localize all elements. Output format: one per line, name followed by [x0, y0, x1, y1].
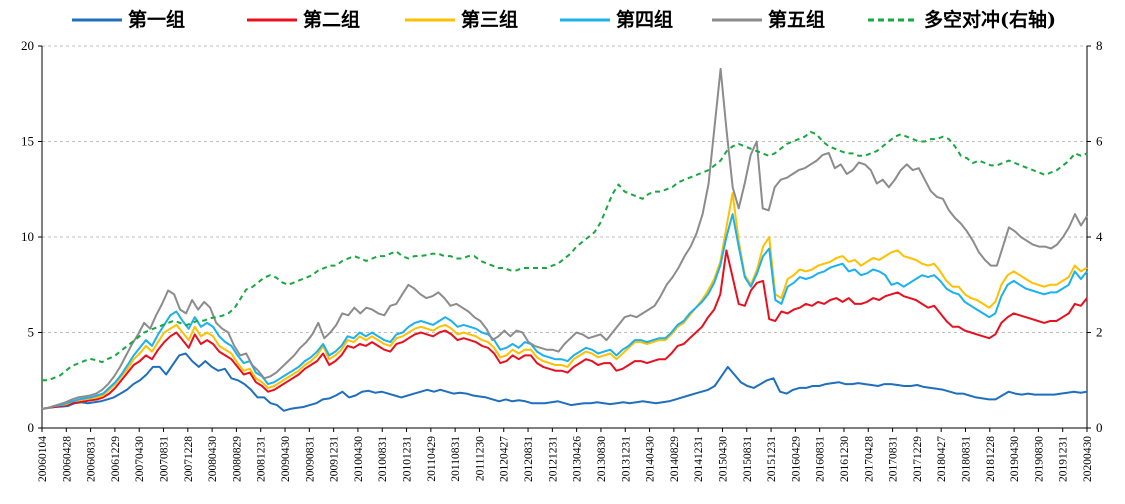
- x-tick-label: 20061229: [110, 436, 122, 482]
- y-left-tick-label: 5: [28, 325, 35, 340]
- x-tick-label: 20150831: [742, 436, 754, 482]
- series-line-6: [42, 130, 1088, 382]
- x-tick-label: 20060831: [86, 436, 98, 482]
- legend-label-2: 第二组: [303, 8, 360, 31]
- x-tick-label: 20060428: [61, 436, 73, 482]
- series-line-1: [41, 352, 1088, 412]
- x-tick-label: 20091231: [329, 436, 341, 482]
- x-tick-label: 20081231: [256, 436, 268, 482]
- series-line-4: [41, 213, 1088, 410]
- y-right-tick-label: 8: [1096, 38, 1103, 53]
- y-right-tick-label: 6: [1096, 134, 1103, 149]
- x-tick-label: 20121231: [547, 436, 559, 482]
- y-right-tick-label: 0: [1096, 420, 1103, 435]
- gridlines: [42, 45, 1087, 333]
- axes: 0 5 10 15 20 0 2 4 6 8 20060104 20060428 20060831 200…: [21, 38, 1103, 482]
- x-tick-label: 20180427: [936, 436, 948, 482]
- x-tick-label: 20111230: [474, 436, 486, 481]
- legend-label-6: 多空对冲(右轴): [924, 8, 1056, 31]
- series-line-2: [41, 249, 1088, 410]
- x-tick-label: 20090430: [280, 436, 292, 482]
- x-tick-label: 20190430: [1009, 436, 1021, 482]
- x-tick-label: 20120427: [499, 436, 511, 482]
- legend: 第一组 第二组 第三组 第四组 第五组 多空对冲(右轴): [72, 8, 1056, 31]
- x-tick-label: 20141231: [693, 436, 705, 482]
- x-tick-label: 20100831: [377, 436, 389, 482]
- series-lines: [41, 67, 1088, 412]
- x-tick-label: 20171229: [912, 436, 924, 482]
- series-line-3: [41, 192, 1088, 410]
- x-tick-label: 20090831: [304, 436, 316, 482]
- series-line-5: [41, 67, 1088, 410]
- legend-label-4: 第四组: [616, 8, 673, 31]
- x-tick-label: 20140430: [645, 436, 657, 482]
- x-tick-label: 20060104: [37, 436, 49, 482]
- x-tick-label: 20150430: [717, 436, 729, 482]
- x-tick-label: 20170831: [888, 436, 900, 482]
- x-tick-label: 20130426: [572, 436, 584, 482]
- x-tick-label: 20120831: [523, 436, 535, 482]
- x-tick-label: 20080829: [231, 436, 243, 482]
- x-tick-label: 20161230: [839, 436, 851, 482]
- x-tick-label: 20080430: [207, 436, 219, 482]
- x-tick-label: 20100430: [353, 436, 365, 482]
- x-tick-label: 20151231: [766, 436, 778, 482]
- x-tick-label: 20070430: [134, 436, 146, 482]
- y-left-tick-label: 15: [21, 134, 34, 149]
- x-tick-label: 20130830: [596, 436, 608, 482]
- x-tick-label: 20110831: [450, 436, 462, 482]
- y-right-tick-label: 2: [1096, 325, 1103, 340]
- x-tick-label: 20160429: [790, 436, 802, 482]
- legend-label-1: 第一组: [128, 8, 185, 31]
- x-tick-label: 20180831: [960, 436, 972, 482]
- x-tick-label: 20131231: [620, 436, 632, 482]
- x-tick-label: 20200430: [1082, 436, 1094, 482]
- x-tick-label: 20101231: [402, 436, 414, 482]
- x-tick-label: 20181228: [985, 436, 997, 482]
- x-tick-label: 20071228: [183, 436, 195, 482]
- x-tick-label: 20160831: [815, 436, 827, 482]
- y-left-tick-label: 20: [21, 38, 34, 53]
- x-tick-label: 20190830: [1033, 436, 1045, 482]
- x-tick-label: 20140829: [669, 436, 681, 482]
- y-left-tick-label: 0: [28, 420, 35, 435]
- x-tick-label: 20110429: [426, 436, 438, 482]
- x-tick-label: 20191231: [1058, 436, 1070, 482]
- y-right-tick-label: 4: [1096, 229, 1103, 244]
- legend-label-5: 第五组: [768, 8, 825, 31]
- x-tick-label: 20070831: [159, 436, 171, 482]
- legend-label-3: 第三组: [461, 8, 518, 31]
- y-left-tick-label: 10: [21, 229, 34, 244]
- x-tick-label: 20170428: [863, 436, 875, 482]
